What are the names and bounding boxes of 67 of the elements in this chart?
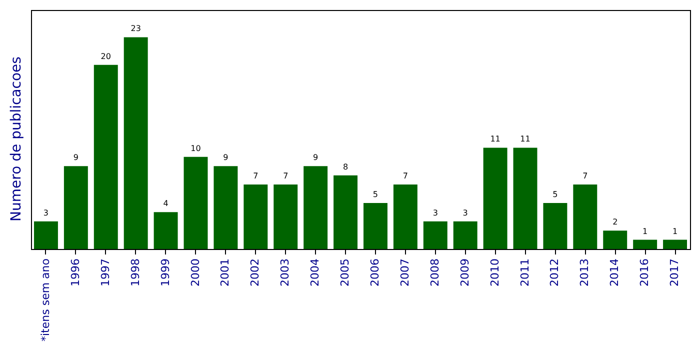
data-label: 9 [313,153,318,162]
data-label: 9 [73,153,78,162]
bar [483,148,508,249]
data-label: 5 [552,190,558,199]
x-tick-label: 2001 [218,258,232,286]
x-tick-label: 2003 [278,258,292,286]
x-tick-label: 1997 [98,258,112,286]
data-label: 7 [582,172,588,181]
bar [34,221,58,249]
x-tick-label: 2012 [548,258,562,286]
data-label: 2 [612,218,618,227]
bar [603,230,628,249]
data-label: 3 [432,208,438,218]
data-label: 9 [223,153,228,162]
bar [64,166,88,249]
bar [244,184,268,249]
bar [543,202,568,249]
x-tick-label: 2002 [248,258,262,286]
data-label: 23 [130,24,141,34]
data-label: 7 [283,172,288,181]
data-label: 11 [490,134,500,144]
data-label: 7 [402,172,408,181]
x-tick-label: 2016 [638,258,652,286]
x-tick-label: 2014 [608,258,622,286]
x-tick-label: 2000 [188,258,202,286]
bar [154,212,178,249]
bar [573,184,598,249]
bar [304,166,328,249]
x-tick-label: 2006 [368,258,382,286]
x-tick-label: 2007 [398,258,412,286]
x-tick-label: 1999 [158,258,172,286]
bar [274,184,298,249]
x-tick-label: 1998 [128,258,142,286]
data-label: 3 [43,208,49,218]
data-label: 4 [163,199,168,208]
x-tick-label: 2008 [428,258,442,286]
bar [94,64,118,249]
data-label: 5 [372,190,378,199]
bar [363,202,388,249]
bar [214,166,238,249]
data-label: 11 [520,134,530,144]
bar [453,221,478,249]
x-tick-label: 1996 [68,258,82,286]
x-tick-label: 2011 [518,258,532,286]
data-label: 7 [253,172,258,181]
x-tick-label: *itens sem ano [38,258,52,342]
y-axis-title: Numero de publicacoes [8,56,24,222]
x-tick-label: 2004 [308,258,322,286]
x-tick-label: 2013 [578,258,592,286]
x-tick-label: 2009 [458,258,472,286]
bar [633,240,658,249]
data-label: 10 [190,144,201,153]
bar [393,184,418,249]
bar [663,240,688,249]
bar [513,148,538,249]
bar [423,221,448,249]
data-label: 1 [672,226,678,236]
bar [184,156,208,249]
data-label: 1 [642,226,648,236]
bar [124,37,148,249]
x-tick-label: 2005 [338,258,352,286]
x-tick-label: 2010 [488,258,502,286]
bar [334,175,358,249]
data-label: 3 [462,208,468,218]
data-label: 8 [342,162,348,172]
data-label: 20 [100,52,111,61]
x-tick-label: 2017 [668,258,682,286]
